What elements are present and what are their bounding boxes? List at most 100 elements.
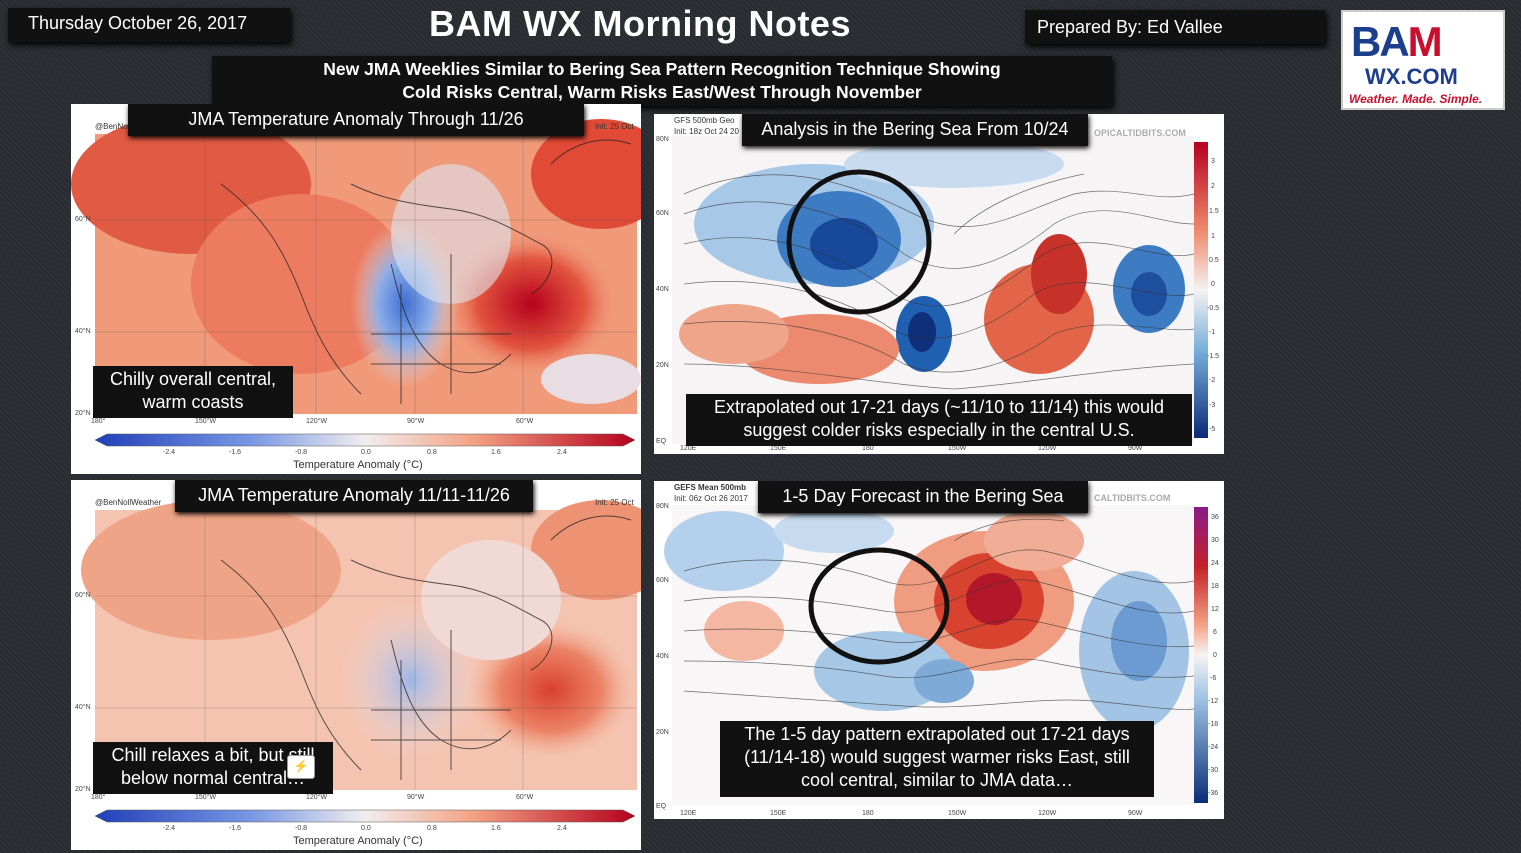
scale-tick: -6: [1210, 675, 1217, 682]
lat-label: 20°N: [75, 410, 91, 417]
scale-tick: -30: [1208, 767, 1219, 774]
panel-note: Chilly overall central, warm coasts: [93, 366, 293, 418]
site-credit: OPICALTIDBITS.COM: [1094, 128, 1186, 138]
lon-label: 120E: [680, 445, 697, 452]
lon-label: 90°W: [407, 418, 425, 425]
panel-caption: Analysis in the Bering Sea From 10/24: [742, 114, 1088, 146]
lon-label: 180: [862, 810, 874, 817]
lon-label: 150E: [770, 445, 787, 452]
init-label: Init: 06z Oct 26 2017: [674, 494, 748, 503]
scale-tick: -24: [1208, 744, 1219, 751]
scale-tick: 2.4: [557, 825, 567, 832]
credit-label: @BenNo: [95, 122, 128, 131]
lon-label: 60°W: [516, 794, 534, 801]
lon-label: 90W: [1128, 810, 1143, 817]
scale-tick: 1.5: [1209, 208, 1219, 215]
logo-domain: WX.COM: [1365, 64, 1458, 89]
scale-tick: 2: [1211, 183, 1215, 190]
scale-tick: 2.4: [557, 449, 567, 456]
credit-label: @BenNollWeather: [95, 498, 162, 507]
panel-caption: 1-5 Day Forecast in the Bering Sea: [758, 481, 1088, 513]
scale-tick: 12: [1211, 606, 1219, 613]
scale-tick: 6: [1213, 629, 1217, 636]
lon-label: 120°W: [306, 418, 328, 425]
init-label: Init: 25 Oct: [595, 122, 634, 131]
scale-tick: 3: [1211, 158, 1215, 165]
scale-tick: 30: [1211, 537, 1219, 544]
init-label: Init: 18z Oct 24 20: [674, 127, 739, 136]
lat-label: EQ: [656, 438, 667, 445]
map-panel-bering-forecast: GEFS Mean 500mb Init: 06z Oct 26 2017 CA…: [654, 481, 1224, 819]
scale-tick: -1.6: [229, 449, 242, 456]
prepared-by: Prepared By: Ed Vallee: [1025, 10, 1325, 44]
subtitle-line-1: New JMA Weeklies Similar to Bering Sea P…: [323, 59, 1001, 79]
init-label: Init: 25 Oct: [595, 498, 634, 507]
scale-tick: -2.4: [163, 449, 176, 456]
scale-tick: -2.4: [163, 825, 176, 832]
bam-wx-logo[interactable]: BAM WX.COM Weather. Made. Simple.: [1341, 10, 1505, 110]
lightning-icon[interactable]: ⚡: [287, 755, 315, 779]
lat-label: 60N: [656, 210, 669, 217]
lat-label: 40°N: [75, 704, 91, 711]
scale-tick: -12: [1208, 698, 1219, 705]
scale-tick: 0.0: [361, 825, 371, 832]
subtitle-line-2: Cold Risks Central, Warm Risks East/West…: [402, 82, 922, 102]
scale-tick: 36: [1211, 514, 1219, 521]
lon-label: 120E: [680, 810, 697, 817]
lat-label: 20°N: [75, 786, 91, 793]
temperature-anomaly-map: [71, 114, 641, 447]
scale-tick: 0: [1213, 652, 1217, 659]
lon-label: 90W: [1128, 445, 1143, 452]
scale-tick: -3: [1209, 402, 1216, 409]
geopotential-anomaly-map: [672, 136, 1208, 444]
lon-label: 60°W: [516, 418, 534, 425]
map-panel-jma-through: @BenNo Init: 25 Oct 60°N 40°N 20°N 180° …: [71, 104, 641, 474]
scale-tick: -0.8: [295, 449, 308, 456]
page-title: BAM WX Morning Notes: [429, 3, 851, 44]
scale-tick: 18: [1211, 583, 1219, 590]
scale-tick: 0: [1211, 281, 1215, 288]
map-panel-jma-late-nov: @BenNollWeather Init: 25 Oct 60°N 40°N 2…: [71, 480, 641, 850]
scale-tick: 1.6: [491, 825, 501, 832]
scale-tick: 1.6: [491, 449, 501, 456]
lat-label: 80N: [656, 136, 669, 143]
lon-label: 120W: [1038, 810, 1057, 817]
scale-tick: 1: [1211, 233, 1215, 240]
scale-tick: -2: [1209, 377, 1216, 384]
panel-caption: JMA Temperature Anomaly Through 11/26: [128, 104, 584, 136]
site-credit: CALTIDBITS.COM: [1094, 493, 1171, 503]
lat-label: 60°N: [75, 592, 91, 599]
lon-label: 180°: [91, 418, 106, 425]
scale-tick: 0.8: [427, 825, 437, 832]
lon-label: 180: [862, 445, 874, 452]
scale-tick: -36: [1208, 790, 1219, 797]
lat-label: EQ: [656, 803, 667, 810]
lat-label: 40N: [656, 286, 669, 293]
lat-label: 20N: [656, 362, 669, 369]
lon-label: 150W: [948, 445, 967, 452]
temperature-anomaly-map: [81, 500, 641, 823]
lat-label: 40N: [656, 653, 669, 660]
lon-label: 180°: [91, 794, 106, 801]
header-date: Thursday October 26, 2017: [8, 8, 290, 42]
lon-label: 120W: [1038, 445, 1057, 452]
logo-tagline: Weather. Made. Simple.: [1349, 92, 1483, 106]
lon-label: 150E: [770, 810, 787, 817]
scale-tick: 24: [1211, 560, 1219, 567]
subtitle-box: New JMA Weeklies Similar to Bering Sea P…: [212, 56, 1112, 106]
scale-tick: -5: [1209, 426, 1216, 433]
lon-label: 150W: [948, 810, 967, 817]
scale-tick: -1.6: [229, 825, 242, 832]
scale-tick: 0.5: [1209, 257, 1219, 264]
scale-tick: -18: [1208, 721, 1219, 728]
scale-tick: -0.5: [1207, 305, 1220, 312]
model-label: GFS 500mb Geo: [674, 116, 735, 125]
legend-label: Temperature Anomaly (°C): [293, 459, 423, 471]
lon-label: 120°W: [306, 794, 328, 801]
model-label: GEFS Mean 500mb: [674, 483, 747, 492]
lat-label: 40°N: [75, 328, 91, 335]
panel-note: Extrapolated out 17-21 days (~11/10 to 1…: [686, 394, 1192, 446]
scale-tick: 0.8: [427, 449, 437, 456]
legend-label: Temperature Anomaly (°C): [293, 835, 423, 847]
map-panel-bering-analysis: GFS 500mb Geo Init: 18z Oct 24 20 OPICAL…: [654, 114, 1224, 454]
